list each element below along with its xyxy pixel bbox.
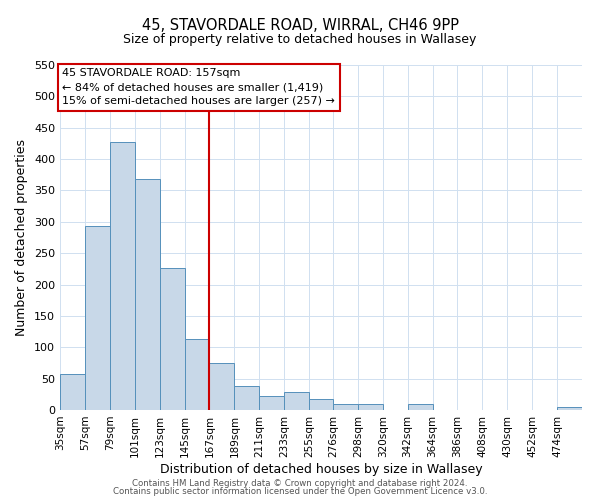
Bar (209, 363, 235, 410)
Bar (407, 404, 433, 410)
Y-axis label: Number of detached properties: Number of detached properties (16, 139, 28, 336)
Bar (259, 396, 284, 410)
Text: 45 STAVORDALE ROAD: 157sqm
← 84% of detached houses are smaller (1,419)
15% of s: 45 STAVORDALE ROAD: 157sqm ← 84% of deta… (62, 68, 335, 106)
Text: 45, STAVORDALE ROAD, WIRRAL, CH46 9PP: 45, STAVORDALE ROAD, WIRRAL, CH46 9PP (142, 18, 458, 32)
X-axis label: Distribution of detached houses by size in Wallasey: Distribution of detached houses by size … (160, 462, 482, 475)
Bar (235, 386, 259, 410)
Text: Size of property relative to detached houses in Wallasey: Size of property relative to detached ho… (124, 32, 476, 46)
Bar (185, 339, 209, 410)
Text: Contains HM Land Registry data © Crown copyright and database right 2024.: Contains HM Land Registry data © Crown c… (132, 478, 468, 488)
Bar (557, 407, 582, 410)
Bar (110, 142, 135, 410)
Text: Contains public sector information licensed under the Open Government Licence v3: Contains public sector information licen… (113, 487, 487, 496)
Bar (160, 268, 185, 410)
Bar (60, 374, 85, 410)
Bar (358, 404, 383, 410)
Bar (309, 398, 333, 410)
Bar (135, 179, 160, 410)
Bar (333, 404, 358, 410)
Bar (284, 392, 309, 410)
Bar (85, 226, 110, 410)
